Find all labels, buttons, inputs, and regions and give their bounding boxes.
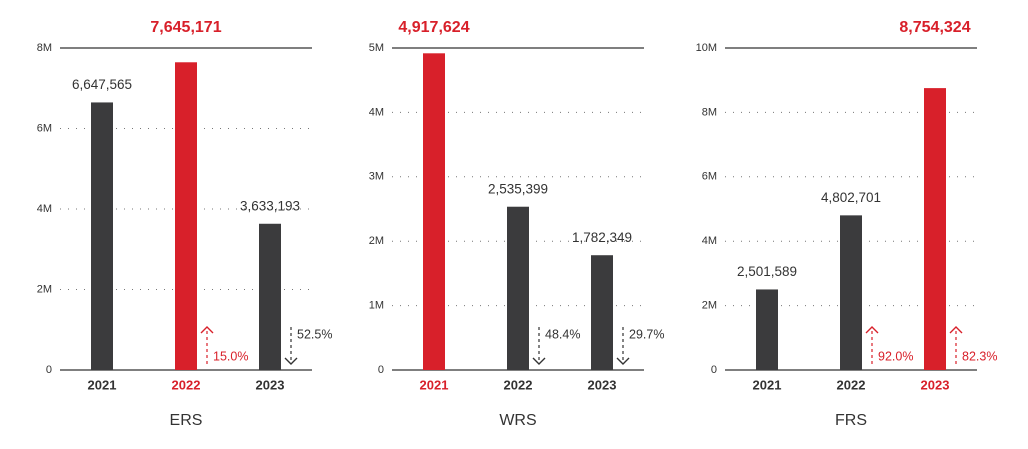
x-axis-title: FRS	[835, 412, 867, 429]
y-tick-label: 8M	[37, 42, 52, 54]
value-label: 4,802,701	[821, 190, 881, 205]
value-label: 6,647,565	[72, 77, 132, 92]
y-tick-label: 0	[46, 364, 52, 376]
bar	[924, 88, 946, 370]
change-label: 15.0%	[213, 349, 248, 363]
bar	[840, 215, 862, 370]
y-tick-label: 0	[378, 364, 384, 376]
value-label: 2,501,589	[737, 264, 797, 279]
value-label: 7,645,171	[150, 19, 221, 36]
x-axis-title: ERS	[170, 412, 203, 429]
bar	[259, 223, 281, 370]
x-tick-label: 2021	[753, 377, 782, 392]
y-tick-label: 10M	[696, 42, 717, 54]
y-tick-label: 0	[711, 364, 717, 376]
change-label: 52.5%	[297, 327, 332, 341]
arrow-head	[865, 326, 879, 334]
arrow-head	[284, 357, 298, 365]
x-tick-label: 2023	[256, 377, 285, 392]
x-tick-label: 2022	[504, 377, 533, 392]
y-tick-label: 4M	[369, 106, 384, 118]
y-tick-label: 6M	[702, 171, 717, 183]
y-tick-label: 2M	[702, 300, 717, 312]
x-tick-label: 2021	[88, 377, 117, 392]
arrow-head	[616, 357, 630, 365]
bar	[591, 255, 613, 370]
y-tick-label: 4M	[702, 235, 717, 247]
change-label: 92.0%	[878, 349, 913, 363]
bar	[91, 102, 113, 370]
bar	[175, 62, 197, 371]
value-label: 8,754,324	[899, 19, 970, 36]
value-label: 1,782,349	[572, 230, 632, 245]
y-tick-label: 6M	[37, 122, 52, 134]
arrow-head	[200, 326, 214, 334]
y-tick-label: 4M	[37, 203, 52, 215]
arrow-head	[949, 326, 963, 334]
y-tick-label: 2M	[37, 283, 52, 295]
change-label: 29.7%	[629, 327, 664, 341]
change-label: 48.4%	[545, 327, 580, 341]
arrow-head	[532, 357, 546, 365]
y-tick-label: 5M	[369, 42, 384, 54]
x-tick-label: 2022	[172, 377, 201, 392]
value-label: 4,917,624	[398, 19, 469, 36]
bar	[423, 53, 445, 370]
x-tick-label: 2022	[837, 377, 866, 392]
bar	[756, 289, 778, 370]
x-tick-label: 2023	[921, 377, 950, 392]
x-tick-label: 2023	[588, 377, 617, 392]
y-tick-label: 3M	[369, 171, 384, 183]
x-axis-title: WRS	[499, 412, 536, 429]
y-tick-label: 1M	[369, 300, 384, 312]
value-label: 3,633,193	[240, 198, 300, 213]
x-tick-label: 2021	[420, 377, 449, 392]
bar	[507, 206, 529, 370]
y-tick-label: 2M	[369, 235, 384, 247]
change-label: 82.3%	[962, 349, 997, 363]
y-tick-label: 8M	[702, 106, 717, 118]
value-label: 2,535,399	[488, 181, 548, 196]
